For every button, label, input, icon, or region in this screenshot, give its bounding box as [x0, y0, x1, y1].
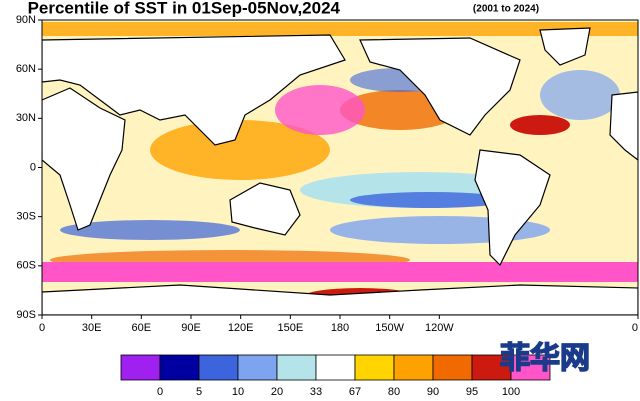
colorbar-swatch [471, 354, 512, 381]
cool-anomaly [60, 220, 240, 240]
lat-label: 0 [30, 161, 36, 173]
lon-label: 90E [181, 322, 201, 334]
lon-label: 30E [82, 322, 102, 334]
africa-west [609, 91, 638, 161]
title: Percentile of SST in 01Sep-05Nov,2024 [28, 0, 341, 17]
lat-label: 30N [16, 112, 36, 124]
colorbar-swatch [510, 354, 551, 381]
arctic-band [42, 22, 638, 36]
colorbar-swatch [198, 354, 239, 381]
subtitle: (2001 to 2024) [473, 4, 539, 15]
warm-anomaly [150, 120, 330, 180]
lon-label: 120W [425, 322, 454, 334]
colorbar-label: 33 [310, 386, 322, 398]
australia [229, 182, 301, 236]
lat-label: 60S [16, 260, 36, 272]
lon-label: 180 [331, 322, 349, 334]
colorbar-swatch [120, 354, 161, 381]
warm-anomaly [275, 85, 365, 135]
sst-field [42, 20, 638, 315]
lat-label: 60N [16, 63, 36, 75]
colorbar-label: 20 [271, 386, 283, 398]
north-america [359, 37, 521, 136]
antarctica [42, 284, 638, 315]
colorbar-swatch [354, 354, 395, 381]
southern-band [42, 262, 638, 282]
colorbar-swatch [393, 354, 434, 381]
colorbar-label: 95 [466, 386, 478, 398]
lon-label: 60E [132, 322, 152, 334]
greenland [539, 27, 591, 66]
colorbar-swatch [276, 354, 317, 381]
lat-label: 90S [16, 309, 36, 321]
warm-anomaly [510, 115, 570, 135]
colorbar-swatch [237, 354, 278, 381]
continents [42, 27, 638, 315]
colorbar-label: 67 [349, 386, 361, 398]
lon-label: 150E [277, 322, 303, 334]
lon-label: 0 [632, 322, 638, 334]
colorbar-label: 80 [388, 386, 400, 398]
watermark: 菲华网 [500, 342, 590, 375]
cool-anomaly [350, 192, 510, 208]
africa [42, 87, 126, 231]
colorbar-swatch [159, 354, 200, 381]
colorbar-label: 0 [157, 386, 163, 398]
colorbar-label: 90 [427, 386, 439, 398]
eurasia [42, 34, 346, 146]
colorbar-swatch [315, 354, 356, 381]
lat-label: 30S [16, 211, 36, 223]
cool-anomaly [540, 70, 620, 120]
colorbar-label: 5 [196, 386, 202, 398]
lon-label: 0 [39, 322, 45, 334]
colorbar-label: 10 [232, 386, 244, 398]
colorbar-label: 100 [502, 386, 520, 398]
lon-label: 150W [375, 322, 404, 334]
south-america [474, 149, 551, 267]
lat-label: 90N [16, 14, 36, 26]
colorbar: 0 5 10 20 33 67 80 90 95 100 [120, 354, 551, 398]
lon-label: 120E [228, 322, 254, 334]
colorbar-swatch [432, 354, 473, 381]
